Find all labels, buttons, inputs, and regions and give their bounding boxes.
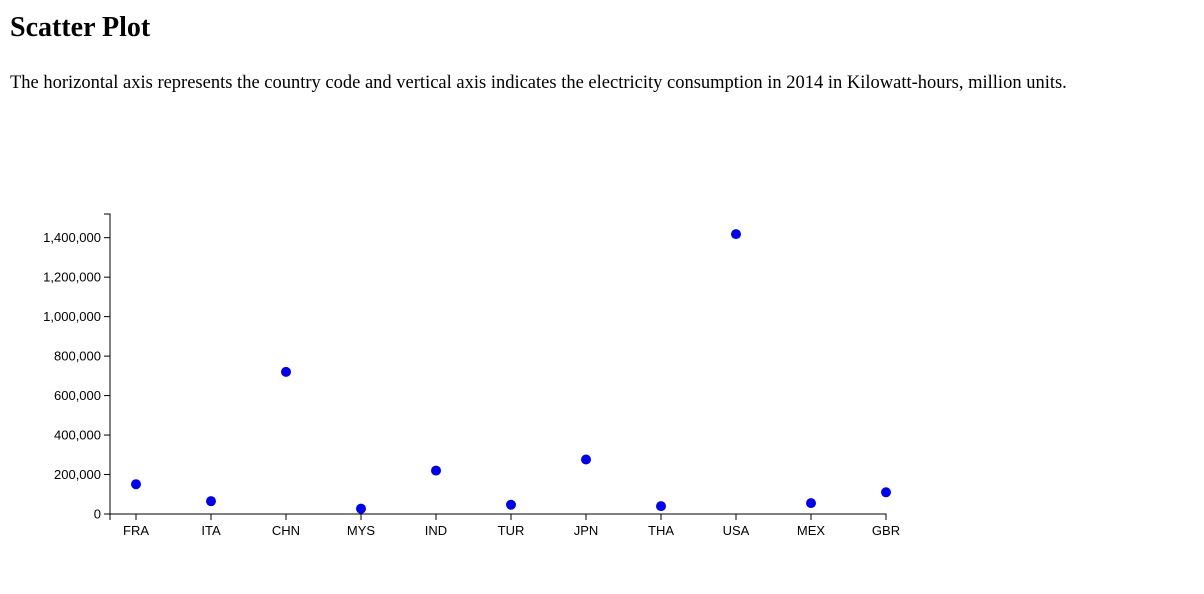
data-point-ind[interactable] bbox=[431, 465, 441, 476]
data-point-ita[interactable] bbox=[206, 496, 216, 507]
page-title: Scatter Plot bbox=[10, 12, 151, 43]
x-axis-line bbox=[109, 513, 887, 520]
x-tick-label: FRA bbox=[123, 523, 149, 538]
y-tick-label: 800,000 bbox=[54, 349, 101, 364]
data-point-usa[interactable] bbox=[731, 229, 741, 240]
x-tick-label: GBR bbox=[872, 523, 900, 538]
data-point-mys[interactable] bbox=[356, 503, 366, 514]
x-tick-label: MYS bbox=[347, 523, 376, 538]
y-tick-label: 400,000 bbox=[54, 428, 101, 443]
x-tick-label: IND bbox=[425, 523, 447, 538]
x-axis: FRA ITA CHN MYS IND TUR JPN THA USA MEX GBR bbox=[109, 513, 900, 538]
data-point-chn[interactable] bbox=[281, 366, 291, 377]
data-point-fra[interactable] bbox=[131, 479, 141, 490]
data-point-tur[interactable] bbox=[506, 499, 516, 510]
data-point-tha[interactable] bbox=[656, 501, 666, 512]
x-tick-label: TUR bbox=[498, 523, 525, 538]
y-axis-line bbox=[104, 213, 111, 515]
data-point-jpn[interactable] bbox=[581, 454, 591, 465]
x-tick-label: JPN bbox=[574, 523, 599, 538]
x-tick-label: MEX bbox=[797, 523, 826, 538]
y-tick-label: 600,000 bbox=[54, 388, 101, 403]
y-tick-label: 0 bbox=[94, 507, 101, 522]
x-tick-label: CHN bbox=[272, 523, 300, 538]
x-tick-label: ITA bbox=[201, 523, 221, 538]
y-tick-label: 1,200,000 bbox=[43, 270, 101, 285]
y-tick-label: 1,000,000 bbox=[43, 309, 101, 324]
y-axis: 0 200,000 400,000 600,000 800,000 1,000,000 1,… bbox=[43, 213, 111, 522]
y-tick-label: 200,000 bbox=[54, 467, 101, 482]
x-tick-label: THA bbox=[648, 523, 674, 538]
y-tick-label: 1,400,000 bbox=[43, 230, 101, 245]
x-tick-label: USA bbox=[723, 523, 750, 538]
page-description: The horizontal axis represents the count… bbox=[10, 73, 1067, 93]
data-point-mex[interactable] bbox=[806, 498, 816, 509]
data-points bbox=[131, 229, 891, 514]
data-point-gbr[interactable] bbox=[881, 487, 891, 498]
